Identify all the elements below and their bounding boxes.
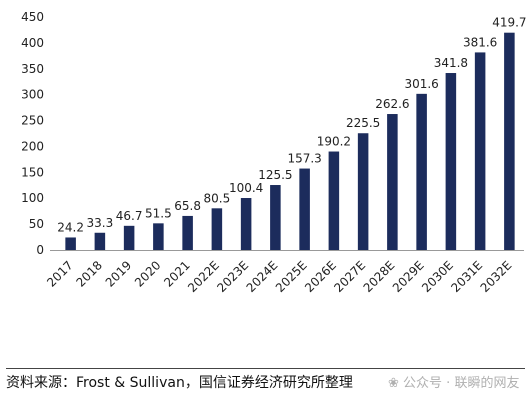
x-tick-label: 2029E [390,258,427,295]
y-tick-label: 200 [21,139,44,153]
y-tick-label: 150 [21,165,44,179]
x-tick-label: 2018 [73,258,104,289]
wechat-icon: ❀ [388,376,399,391]
x-axis: 201720182019202020212022E2023E2024E2025E… [44,250,524,295]
bar [123,225,135,250]
data-label: 225.5 [346,116,380,130]
bar [357,133,369,250]
bar [153,223,164,250]
y-axis: 0 50 100 150 200 250 300 350 400 450 [21,10,44,257]
data-label: 157.3 [287,152,321,166]
bar [504,32,515,251]
data-label: 190.2 [317,135,351,149]
y-tick-label: 100 [21,191,44,205]
x-tick-label: 2023E [214,258,251,295]
bar [328,151,340,250]
y-tick-label: 400 [21,36,44,50]
data-label: 381.6 [463,35,497,49]
y-tick-label: 450 [21,10,44,24]
data-label: 46.7 [116,209,143,223]
x-tick-label: 2028E [361,258,398,295]
bar [299,168,310,250]
y-tick-label: 250 [21,114,44,128]
watermark-text: 公众号 · 联瞬的网友 [403,376,520,391]
x-tick-label: 2020 [132,258,163,289]
data-label: 419.7 [492,16,526,30]
x-tick-label: 2024E [244,258,281,295]
bar [445,73,457,250]
y-tick-label: 300 [21,88,44,102]
bar [211,208,223,250]
y-tick-label: 350 [21,62,44,76]
y-tick-label: 50 [29,217,44,231]
bar [474,52,486,250]
x-tick-label: 2025E [273,258,310,295]
x-tick-label: 2031E [448,258,485,295]
data-label: 33.3 [87,216,114,230]
data-label: 65.8 [174,199,201,213]
x-tick-label: 2022E [185,258,222,295]
x-tick-label: 2026E [302,258,339,295]
x-tick-label: 2017 [44,258,75,289]
x-tick-label: 2019 [103,258,134,289]
bar [416,93,427,250]
x-tick-label: 2027E [331,258,368,295]
data-label: 262.6 [375,97,409,111]
data-label: 24.2 [57,220,84,234]
data-label: 301.6 [404,77,438,91]
data-label: 80.5 [204,191,231,205]
bar [65,237,76,250]
x-tick-label: 2032E [478,258,515,295]
bar [240,198,252,250]
bar-chart: 0 50 100 150 200 250 300 350 400 450 24.2 33.3 46.7… [21,10,526,295]
x-tick-label: 2030E [419,258,456,295]
data-label: 100.4 [229,181,263,195]
data-label: 125.5 [258,168,292,182]
footer-divider [6,368,525,369]
bar [182,215,193,250]
watermark: ❀ 公众号 · 联瞬的网友 [388,372,519,391]
bar [94,232,106,250]
bar [387,114,398,250]
bar [270,185,281,250]
bars [65,32,515,251]
source-note: 资料来源：Frost & Sullivan，国信证券经济研究所整理 [6,375,353,391]
y-tick-label: 0 [36,243,44,257]
data-label: 341.8 [434,56,468,70]
data-label: 51.5 [145,206,172,220]
